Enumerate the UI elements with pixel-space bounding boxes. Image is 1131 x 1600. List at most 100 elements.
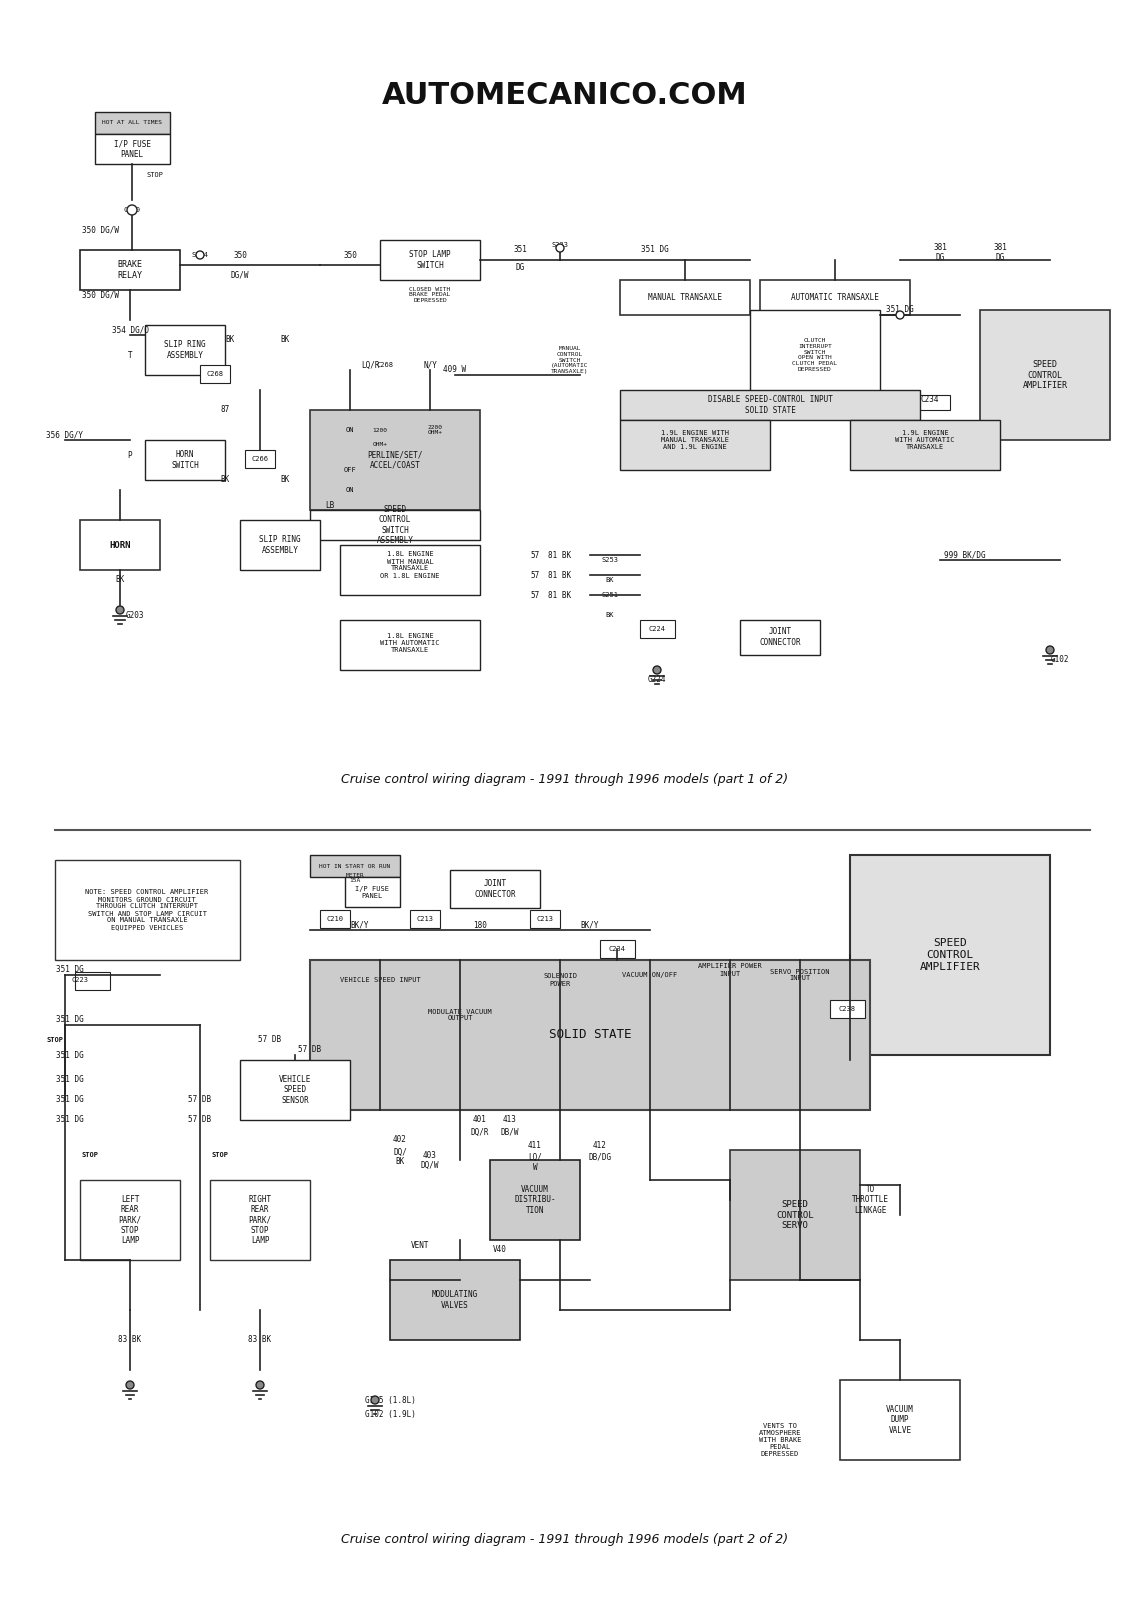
Bar [240,520,320,570]
Text: DQ/W: DQ/W [421,1160,439,1170]
Text: BK/Y: BK/Y [351,920,369,930]
Text: VACUUM ON/OFF: VACUUM ON/OFF [622,971,677,978]
Bar [80,520,159,570]
Bar [145,325,225,374]
Text: VEHICLE SPEED INPUT: VEHICLE SPEED INPUT [339,978,421,982]
Text: MODULATING
VALVES: MODULATING VALVES [432,1290,478,1310]
Text: DG: DG [995,253,1004,262]
Text: C223: C223 [71,978,88,982]
Text: 83 BK: 83 BK [119,1336,141,1344]
Text: 411: 411 [528,1141,542,1149]
Text: I/P FUSE
PANEL: I/P FUSE PANEL [355,885,389,899]
Text: STOP LAMP
SWITCH: STOP LAMP SWITCH [409,250,451,270]
Circle shape [1046,646,1054,654]
Text: 1.9L ENGINE
WITH AUTOMATIC
TRANSAXLE: 1.9L ENGINE WITH AUTOMATIC TRANSAXLE [896,430,955,450]
Text: BRAKE
RELAY: BRAKE RELAY [118,261,143,280]
Text: G115 (1.8L): G115 (1.8L) [364,1395,415,1405]
Bar [411,910,440,928]
Text: AUTOMECANICO.COM: AUTOMECANICO.COM [382,80,748,109]
Bar [345,877,400,907]
Text: G102 (1.9L): G102 (1.9L) [364,1411,415,1419]
Bar [210,1181,310,1261]
Text: 81 BK: 81 BK [549,571,571,579]
Text: 351: 351 [513,245,527,254]
Text: 350: 350 [233,251,247,259]
Text: 1.9L ENGINE WITH
MANUAL TRANSAXLE
AND 1.9L ENGINE: 1.9L ENGINE WITH MANUAL TRANSAXLE AND 1.… [661,430,729,450]
Bar [310,410,480,510]
Text: CLUTCH
INTERRUPT
SWITCH
OPEN WITH
CLUTCH PEDAL
DEPRESSED: CLUTCH INTERRUPT SWITCH OPEN WITH CLUTCH… [793,338,837,371]
Bar [750,310,880,400]
Bar [245,450,275,467]
Text: 57 DB: 57 DB [259,1035,282,1045]
Bar [640,619,675,638]
Text: 351 DG: 351 DG [57,965,84,974]
Text: HORN
SWITCH: HORN SWITCH [171,450,199,470]
Text: S223: S223 [552,242,569,248]
Text: S253: S253 [602,557,619,563]
Text: LEFT
REAR
PARK/
STOP
LAMP: LEFT REAR PARK/ STOP LAMP [119,1195,141,1245]
Text: 81 BK: 81 BK [549,550,571,560]
Text: 57: 57 [530,550,539,560]
Text: STOP: STOP [147,171,164,178]
Text: C234: C234 [921,395,939,405]
Text: 57: 57 [530,590,539,600]
Text: PERLINE/SET/
ACCEL/COAST: PERLINE/SET/ ACCEL/COAST [368,450,423,470]
Bar [830,1000,865,1018]
Text: C266: C266 [251,456,268,462]
Text: DQ/: DQ/ [394,1147,407,1157]
Text: 413: 413 [503,1115,517,1125]
Text: V40: V40 [493,1245,507,1254]
Text: 412: 412 [593,1141,607,1149]
Text: 401: 401 [473,1115,487,1125]
Bar [620,390,920,419]
Text: ON: ON [346,427,354,434]
Bar [320,910,349,928]
Text: 351 DG: 351 DG [57,1096,84,1104]
Text: BK: BK [606,578,614,582]
Bar [310,510,480,541]
Circle shape [127,205,137,214]
Bar [915,395,950,410]
Text: SPEED
CONTROL
SERVO: SPEED CONTROL SERVO [776,1200,814,1230]
Text: I/P FUSE
PANEL: I/P FUSE PANEL [113,139,150,158]
Text: BK: BK [606,611,614,618]
Text: Cruise control wiring diagram - 1991 through 1996 models (part 1 of 2): Cruise control wiring diagram - 1991 thr… [342,773,788,787]
Bar [310,960,870,1110]
Text: C213: C213 [416,915,433,922]
Text: 403: 403 [423,1150,437,1160]
Text: 381: 381 [933,243,947,253]
Text: 351 DG: 351 DG [57,1115,84,1125]
Bar [729,1150,860,1280]
Text: 354 DG/O: 354 DG/O [112,325,148,334]
Text: C234: C234 [608,946,625,952]
Text: VENT: VENT [411,1240,430,1250]
Text: BK: BK [396,1157,405,1166]
Text: BK: BK [225,336,234,344]
Circle shape [126,1381,133,1389]
Text: LQ/: LQ/ [528,1152,542,1162]
Text: SLIP RING
ASSEMBLY: SLIP RING ASSEMBLY [164,341,206,360]
Circle shape [896,310,904,318]
Bar [979,310,1110,440]
Text: 83 BK: 83 BK [249,1336,271,1344]
Text: SERVO POSITION
INPUT: SERVO POSITION INPUT [770,968,830,981]
Text: RIGHT
REAR
PARK/
STOP
LAMP: RIGHT REAR PARK/ STOP LAMP [249,1195,271,1245]
Text: OHM+: OHM+ [372,443,388,448]
Text: TO
THROTTLE
LINKAGE: TO THROTTLE LINKAGE [852,1186,889,1214]
Text: 57 DB: 57 DB [299,1045,321,1054]
Circle shape [196,251,204,259]
Text: 350 DG/W: 350 DG/W [81,226,119,235]
Text: Cruise control wiring diagram - 1991 through 1996 models (part 2 of 2): Cruise control wiring diagram - 1991 thr… [342,1533,788,1547]
Circle shape [116,606,124,614]
Text: DG: DG [516,264,525,272]
Text: DQ/R: DQ/R [470,1128,490,1136]
Text: NOTE: SPEED CONTROL AMPLIFIER
MONITORS GROUND CIRCUIT
THROUGH CLUTCH INTERRUPT
S: NOTE: SPEED CONTROL AMPLIFIER MONITORS G… [85,890,208,931]
Text: METER
15A: METER 15A [346,872,364,883]
Bar [75,971,110,990]
Bar [80,1181,180,1261]
Text: 999 BK/DG: 999 BK/DG [944,550,986,560]
Bar [840,1379,960,1459]
Text: HOT AT ALL TIMES: HOT AT ALL TIMES [102,120,162,125]
Text: SPEED
CONTROL
SWITCH
ASSEMBLY: SPEED CONTROL SWITCH ASSEMBLY [377,506,414,546]
Text: OFF: OFF [344,467,356,474]
